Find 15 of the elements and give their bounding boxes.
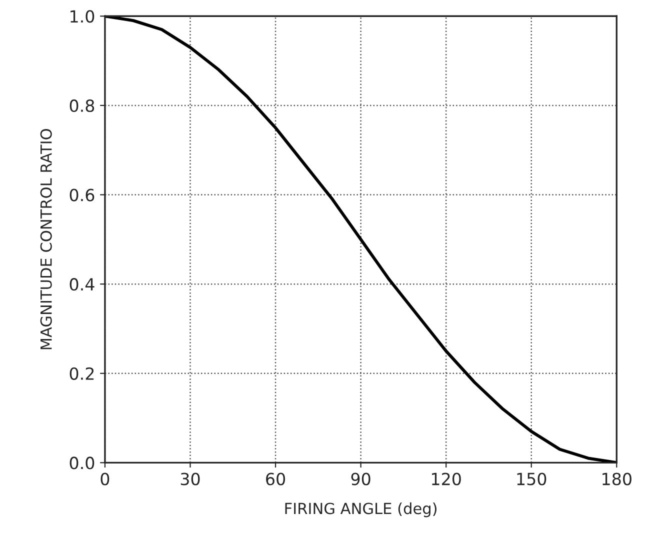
y-tick-label: 0.0 <box>70 456 94 470</box>
y-tick-label: 0.8 <box>70 99 94 112</box>
y-tick-label: 0.4 <box>70 278 94 291</box>
x-axis-title: FIRING ANGLE (deg) <box>285 502 436 518</box>
y-axis-title: MAGNITUDE CONTROL RATIO <box>40 129 52 350</box>
x-tick-label: 150 <box>517 472 546 486</box>
x-tick-label: 120 <box>432 472 461 486</box>
y-tick-label: 1.0 <box>70 10 94 23</box>
x-tick-label: 30 <box>180 472 200 486</box>
x-tick-label: 180 <box>602 472 632 486</box>
x-tick-label: 90 <box>351 472 370 486</box>
y-tick-label: 0.6 <box>70 188 94 202</box>
x-tick-label: 0 <box>100 472 110 486</box>
x-tick-label: 60 <box>266 472 286 486</box>
y-tick-label: 0.2 <box>70 367 94 380</box>
